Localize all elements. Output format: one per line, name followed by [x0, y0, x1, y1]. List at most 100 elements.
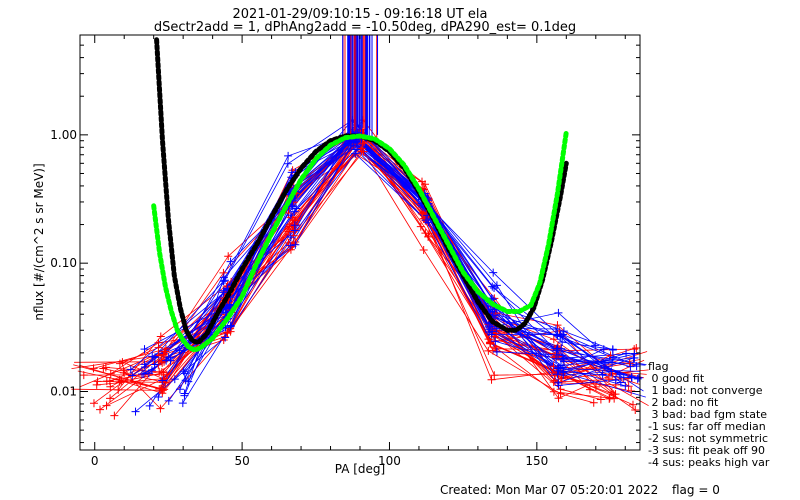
blue-data-point: [353, 141, 362, 150]
blue-data-point: [349, 138, 358, 147]
red-data-point: [102, 401, 111, 410]
blue-data-point: [558, 363, 567, 372]
legend-item: 2 bad: no fit: [648, 396, 719, 409]
fit-curves: [151, 37, 569, 353]
red-pad-curve: [119, 134, 591, 390]
red-data-point: [628, 400, 637, 409]
blue-data-point: [616, 378, 625, 387]
blue-data-point: [221, 333, 230, 342]
legend-item: 1 bad: not converge: [648, 384, 763, 397]
red-data-point: [289, 225, 298, 234]
red-data-point: [611, 390, 620, 399]
blue-pad-curve: [157, 141, 604, 398]
red-data-point: [156, 384, 165, 393]
blue-data-point: [422, 216, 431, 225]
blue-data-point: [621, 381, 630, 390]
red-data-point: [604, 374, 613, 383]
blue-pad-curve: [170, 141, 631, 367]
red-data-point: [552, 367, 561, 376]
blue-pad-curve: [174, 145, 646, 398]
red-data-point: [492, 344, 501, 353]
red-data-point: [115, 378, 124, 387]
red-data-point: [79, 371, 88, 380]
red-data-point: [591, 382, 600, 391]
x-tick-label: 0: [91, 454, 99, 468]
blue-data-point: [126, 365, 135, 374]
red-data-point: [605, 393, 614, 402]
legend-item: 0 good fit: [648, 372, 705, 385]
blue-pad-curve: [184, 135, 621, 376]
red-data-point: [158, 389, 167, 398]
red-data-point: [416, 222, 425, 231]
red-data-point: [285, 220, 294, 229]
red-data-point: [96, 405, 105, 414]
red-data-point: [556, 389, 565, 398]
red-data-point: [417, 209, 426, 218]
blue-data-point: [600, 359, 609, 368]
blue-pad-curve: [144, 140, 613, 350]
x-tick-label: 100: [378, 454, 401, 468]
red-data-point: [160, 357, 169, 366]
red-data-point: [425, 229, 434, 238]
blue-data-point: [556, 331, 565, 340]
x-tick-label: 150: [525, 454, 548, 468]
red-data-point: [89, 399, 98, 408]
blue-data-point: [145, 401, 154, 410]
blue-data-point: [554, 362, 563, 371]
red-data-point: [549, 335, 558, 344]
red-data-point: [487, 375, 496, 384]
legend-item: 3 bad: bad fgm state: [648, 408, 767, 421]
red-data-point: [289, 239, 298, 248]
red-data-point: [424, 232, 433, 241]
red-data-point: [610, 394, 619, 403]
blue-data-point: [553, 364, 562, 373]
red-data-point: [284, 227, 293, 236]
blue-data-point: [559, 357, 568, 366]
blue-data-point: [608, 353, 617, 362]
red-data-point: [119, 366, 128, 375]
blue-data-point: [180, 369, 189, 378]
blue-data-point: [608, 358, 617, 367]
blue-data-point: [489, 268, 498, 277]
blue-data-point: [226, 257, 235, 266]
blue-data-point: [292, 204, 301, 213]
red-data-point: [485, 338, 494, 347]
data-layer: [71, 35, 649, 420]
red-data-point: [489, 325, 498, 334]
legend-item: -2 sus: not symmetric: [648, 432, 768, 445]
red-data-point: [106, 394, 115, 403]
red-data-point: [589, 398, 598, 407]
blue-data-point: [553, 344, 562, 353]
blue-pad-curve: [144, 133, 641, 372]
red-data-point: [156, 404, 165, 413]
blue-data-point: [140, 345, 149, 354]
blue-data-point: [615, 370, 624, 379]
peak-error-bars: [342, 35, 379, 144]
blue-data-point: [598, 370, 607, 379]
red-data-point: [623, 374, 632, 383]
y-tick-label: 0.10: [50, 256, 77, 270]
chart-title-line1: 2021-01-29/09:10:15 - 09:16:18 UT ela: [233, 7, 488, 22]
red-data-point: [554, 394, 563, 403]
blue-data-point: [290, 221, 299, 230]
fit-green-curve: [151, 129, 569, 353]
red-data-point: [114, 385, 123, 394]
red-data-point: [110, 411, 119, 420]
blue-data-point: [219, 286, 228, 295]
blue-data-point: [175, 385, 184, 394]
legend-item: -3 sus: fit peak off 90: [648, 444, 765, 457]
blue-data-point: [179, 367, 188, 376]
blue-data-point: [611, 376, 620, 385]
red-data-point: [154, 338, 163, 347]
x-axis-label: PA [deg]: [335, 462, 385, 476]
blue-data-point: [351, 149, 360, 158]
red-data-point: [117, 377, 126, 386]
blue-data-point: [291, 240, 300, 249]
blue-pad-curve: [179, 134, 633, 390]
blue-data-point: [608, 345, 617, 354]
red-data-point: [160, 385, 169, 394]
blue-data-point: [128, 371, 137, 380]
flag-legend: flag 0 good fit 1 bad: not converge 2 ba…: [648, 360, 770, 469]
red-data-point: [549, 362, 558, 371]
